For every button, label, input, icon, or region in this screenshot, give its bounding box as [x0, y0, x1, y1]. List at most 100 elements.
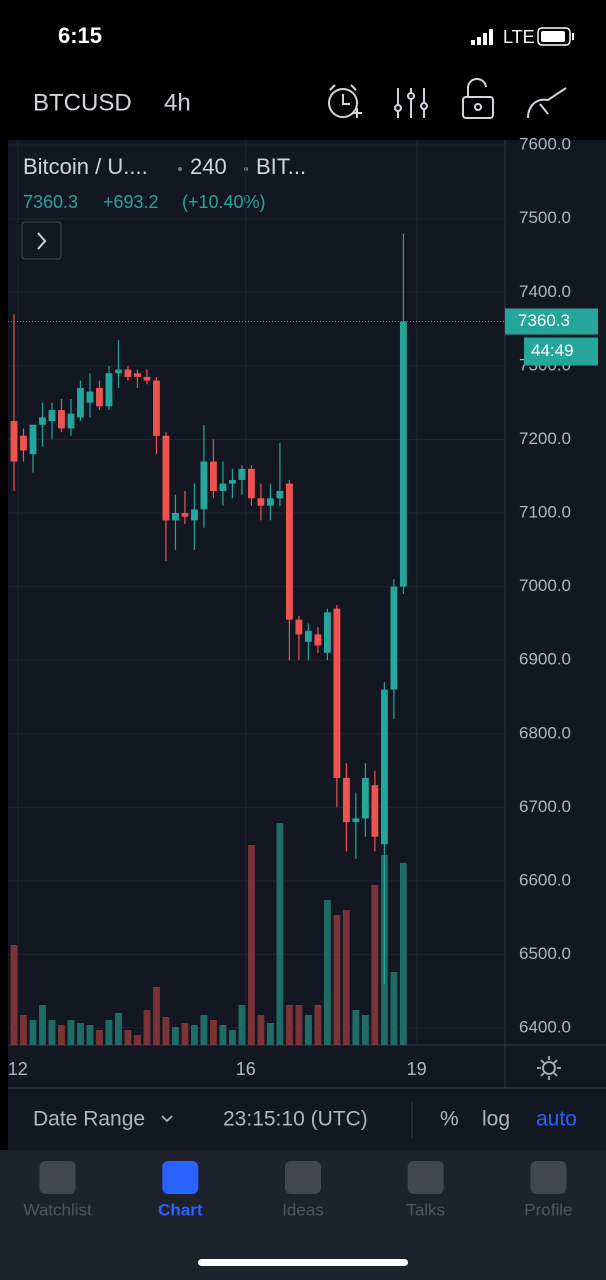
y-tick-label: 6500.0 — [519, 944, 571, 963]
volume-bar — [295, 1005, 303, 1045]
settings-icon[interactable] — [537, 1056, 561, 1080]
countdown-label: 44:49 — [531, 341, 574, 360]
countdown-tag — [524, 337, 598, 366]
candle-body — [162, 435, 170, 521]
alert-icon[interactable] — [328, 84, 362, 118]
candle-body — [390, 586, 398, 690]
volume-bar — [399, 863, 407, 1045]
tab-icon — [162, 1161, 199, 1194]
tab-label: Chart — [158, 1200, 203, 1219]
indicators-icon[interactable] — [394, 88, 428, 118]
tab-label: Watchlist — [23, 1200, 92, 1219]
candle-body — [314, 634, 322, 646]
tab[interactable]: Chart — [158, 1161, 203, 1219]
candle-body — [172, 513, 179, 521]
volume-bar — [361, 1015, 369, 1045]
y-tick-label: 7500.0 — [519, 208, 571, 227]
tab-icon — [530, 1161, 567, 1194]
volume-bar — [67, 1020, 75, 1045]
log-toggle[interactable]: log — [482, 1108, 510, 1131]
volume-bar — [124, 1030, 132, 1045]
volume-bar — [219, 1025, 227, 1045]
home-indicator — [198, 1259, 408, 1266]
volume-bar — [181, 1023, 189, 1045]
tab[interactable]: Watchlist — [23, 1161, 92, 1219]
symbol[interactable]: BTCUSD — [33, 89, 132, 116]
date-range[interactable]: Date Range — [33, 1108, 145, 1131]
volume-bar — [210, 1020, 217, 1045]
candle-body — [134, 373, 141, 377]
tab-icon — [285, 1161, 321, 1194]
volume-bar — [333, 915, 341, 1045]
legend-dot — [178, 167, 182, 171]
candle-body — [48, 410, 56, 422]
candle-body — [295, 619, 303, 635]
candle-body — [77, 387, 84, 418]
candle-body — [342, 777, 350, 823]
battery-icon — [537, 27, 574, 46]
volume-bar — [86, 1025, 94, 1045]
y-tick-label: 6900.0 — [519, 650, 571, 669]
dropdown-caret — [161, 1115, 173, 1123]
price-tag — [505, 308, 598, 335]
tab[interactable]: Profile — [524, 1161, 572, 1219]
candle-body — [352, 818, 360, 823]
lock-icon[interactable] — [462, 78, 494, 119]
candle-body — [219, 483, 227, 491]
network: LTE — [503, 27, 535, 47]
y-tick-label: 6700.0 — [519, 797, 571, 816]
volume-bar — [314, 1005, 322, 1045]
expand-button[interactable] — [21, 221, 62, 260]
volume-bar — [153, 987, 160, 1045]
candle-body — [20, 435, 27, 451]
candle-body — [276, 490, 284, 499]
y-tick-label: 6600.0 — [519, 870, 571, 889]
volume-bar — [229, 1030, 236, 1045]
volume-bar — [238, 1005, 246, 1045]
volume-bar — [77, 1023, 84, 1045]
candle-body — [181, 513, 189, 517]
volume-bar — [247, 845, 255, 1045]
candle-body — [304, 630, 312, 642]
plot: 6400.0 6500.0 6600.0 6700.0 6800.0 6900.0 7000… — [8, 135, 598, 1079]
legend-interval: 240 — [190, 154, 227, 179]
clock: 6:15 — [58, 23, 102, 48]
candle-body — [115, 369, 122, 374]
volume-bar — [96, 1030, 103, 1045]
candle-body — [191, 509, 198, 521]
volume-bar — [371, 885, 379, 1045]
volume-bar — [134, 1035, 141, 1045]
candle-body — [105, 373, 113, 407]
tabs: Watchlist Chart Ideas Talks Profile — [23, 1161, 572, 1219]
y-tick-label: 6400.0 — [519, 1018, 571, 1037]
volume-bar — [304, 1015, 312, 1045]
y-tick-label: 7400.0 — [519, 282, 571, 301]
clock-utc[interactable]: 23:15:10 (UTC) — [223, 1108, 368, 1131]
tab[interactable]: Talks — [406, 1161, 445, 1219]
volume-bar — [143, 1010, 151, 1045]
y-tick-label: 7000.0 — [519, 576, 571, 595]
drawing-icon[interactable] — [527, 87, 567, 119]
x-tick-label: 12 — [8, 1059, 28, 1079]
volume-bar — [257, 1015, 265, 1045]
chart-panel — [8, 140, 606, 1150]
tab[interactable]: Ideas — [282, 1161, 324, 1219]
tab-label: Ideas — [282, 1200, 324, 1219]
price-tag-label: 7360.3 — [518, 311, 570, 330]
candle-body — [39, 417, 46, 425]
volume-bar — [323, 900, 331, 1045]
volume-bar — [162, 1017, 170, 1045]
candle-body — [238, 468, 246, 480]
candle-body — [399, 321, 407, 587]
volume-bar — [342, 910, 350, 1045]
tab-label: Talks — [406, 1200, 445, 1219]
legend-exchange: BIT... — [256, 154, 306, 179]
interval[interactable]: 4h — [164, 89, 191, 116]
percent-toggle[interactable]: % — [440, 1108, 459, 1131]
volume-bar — [48, 1020, 56, 1045]
y-tick-label: 7100.0 — [519, 503, 571, 522]
tab-label: Profile — [524, 1200, 572, 1219]
candle-body — [371, 785, 379, 837]
auto-toggle[interactable]: auto — [536, 1108, 577, 1131]
